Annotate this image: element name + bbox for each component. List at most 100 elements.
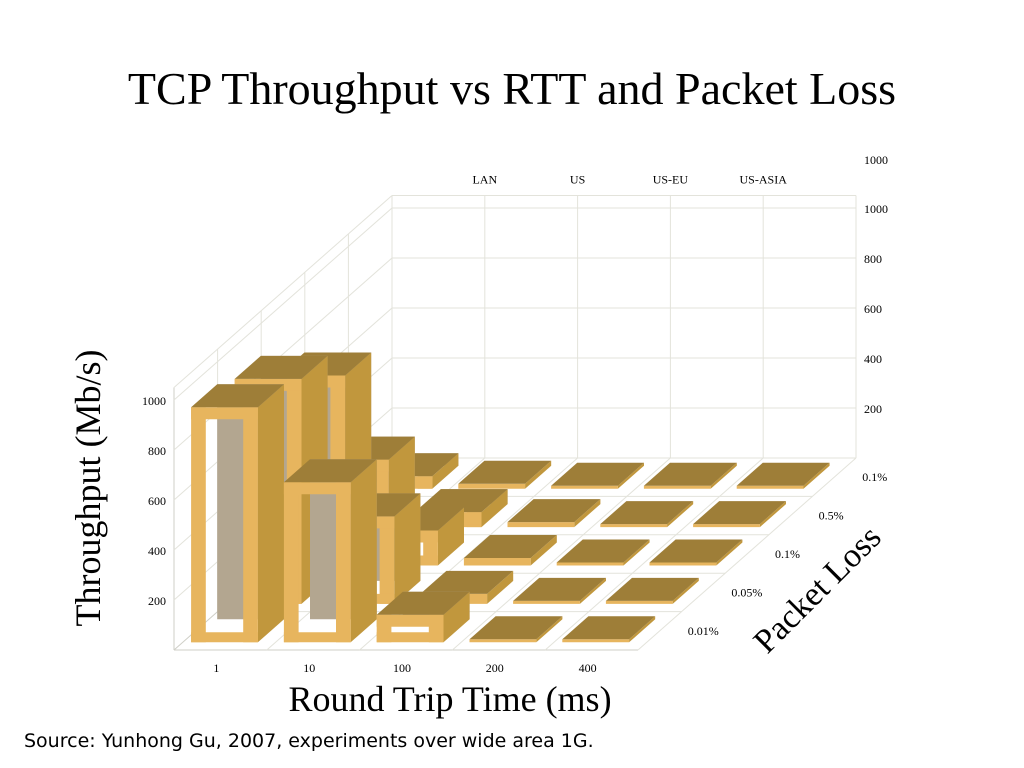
top-region-label: US-ASIA — [740, 173, 788, 187]
y-tick-label-right: 200 — [864, 402, 882, 416]
x-tick-label: 10 — [303, 661, 315, 675]
bar-top-face — [649, 539, 743, 563]
bar-side-face — [623, 539, 650, 566]
bar — [469, 616, 563, 643]
bar-front-face — [513, 600, 580, 604]
bar-front-base — [283, 632, 351, 643]
bar-front-face — [458, 483, 526, 489]
bar-front-left-post — [283, 482, 299, 643]
y-tick-label-right: 800 — [864, 252, 882, 266]
chart-ticks: 200 400 600 800 1000 1000 800 600 400 200 1000 1 10 1… — [142, 153, 888, 675]
bar-top-face — [191, 384, 284, 408]
bar-side-face — [350, 459, 377, 643]
bar — [605, 577, 699, 604]
bar-side-face — [803, 462, 830, 489]
y-tick-label-right-top: 1000 — [864, 153, 888, 167]
bar-side-face — [536, 616, 563, 643]
y-tick-label-right: 600 — [864, 302, 882, 316]
depth-tick-label: 0.1% — [775, 547, 800, 561]
bar-side-face — [667, 501, 694, 528]
bar — [507, 499, 601, 528]
bar-front-face — [551, 485, 618, 489]
bar — [463, 535, 557, 566]
bar-front-face — [463, 558, 531, 566]
depth-tick-label: 0.1% — [862, 470, 887, 484]
x-tick-label: 1 — [213, 661, 219, 675]
bar — [562, 616, 656, 643]
x-tick-label: 400 — [579, 661, 597, 675]
bar — [551, 462, 644, 489]
bar-side-face — [574, 499, 601, 528]
bar-side-face — [579, 577, 606, 604]
bar-side-face — [257, 384, 284, 643]
bar-front-lintel — [283, 482, 351, 495]
floor-column-gridline — [544, 457, 764, 651]
bar-side-face — [443, 591, 470, 643]
y-tick-label-right: 1000 — [864, 202, 888, 216]
chart-bars — [191, 352, 830, 643]
bar-top-face — [463, 535, 557, 558]
bar-top-face — [551, 462, 644, 486]
bar-top-face — [605, 577, 699, 601]
bar-front-lintel — [376, 614, 444, 627]
bar-top-face — [643, 462, 737, 486]
bar-side-face — [629, 616, 656, 643]
bar-top-face — [283, 459, 377, 483]
x-tick-label: 200 — [486, 661, 504, 675]
top-region-label: US — [570, 173, 585, 187]
y-tick-label-left: 1000 — [142, 394, 166, 408]
bar-top-face — [600, 501, 694, 525]
slide-title: TCP Throughput vs RTT and Packet Loss — [127, 63, 897, 114]
bar-top-face — [693, 501, 786, 525]
floor-right-edge — [637, 457, 857, 651]
bar-side-face — [525, 460, 552, 489]
bar-side-face — [487, 570, 514, 604]
bar — [649, 539, 743, 566]
x-axis-label: Round Trip Time (ms) — [288, 679, 612, 719]
y-tick-label-left: 800 — [148, 444, 166, 458]
depth-tick-label: 0.05% — [731, 585, 762, 599]
bar-top-face — [458, 460, 552, 484]
bar-side-face — [481, 489, 508, 528]
bar — [736, 462, 830, 489]
depth-tick-label: 0.5% — [819, 509, 844, 523]
top-region-label: LAN — [472, 173, 497, 187]
bar-top-face — [562, 616, 656, 640]
source-caption: Source: Yunhong Gu, 2007, experiments ov… — [24, 730, 594, 752]
bar-front-face — [507, 522, 575, 528]
bar-side-face — [617, 462, 644, 489]
bar-front-base — [191, 632, 258, 643]
bar-front-face — [649, 562, 717, 566]
bar-front-base — [376, 632, 444, 643]
bar — [513, 577, 606, 604]
bar-side-face — [710, 462, 737, 489]
bar-top-face — [469, 616, 563, 640]
bar-front-face — [562, 639, 630, 643]
bar-top-face — [507, 499, 601, 523]
bar — [283, 459, 377, 643]
bar — [600, 501, 694, 528]
y-tick-label-left: 200 — [148, 594, 166, 608]
bar-front-face — [600, 524, 668, 528]
bar-front-face — [736, 485, 804, 489]
bar-top-face — [420, 570, 514, 594]
bar-top-face — [376, 591, 470, 615]
bar — [376, 591, 470, 643]
bar-side-face — [394, 493, 421, 604]
bar-front-right-post — [336, 482, 351, 643]
bar-side-face — [530, 535, 557, 566]
y-tick-label-right: 400 — [864, 352, 882, 366]
bar-front-face — [469, 639, 537, 643]
bar-front-face — [556, 562, 624, 566]
y-axis-label: Throughput (Mb/s) — [68, 349, 108, 627]
y-tick-label-left: 600 — [148, 494, 166, 508]
bar — [191, 384, 284, 643]
bar-top-face — [556, 539, 650, 563]
bar-top-face — [736, 462, 830, 486]
bar — [693, 501, 786, 528]
bar — [458, 460, 552, 489]
bar — [643, 462, 737, 489]
bar-front-face — [643, 485, 711, 489]
bar — [556, 539, 650, 566]
